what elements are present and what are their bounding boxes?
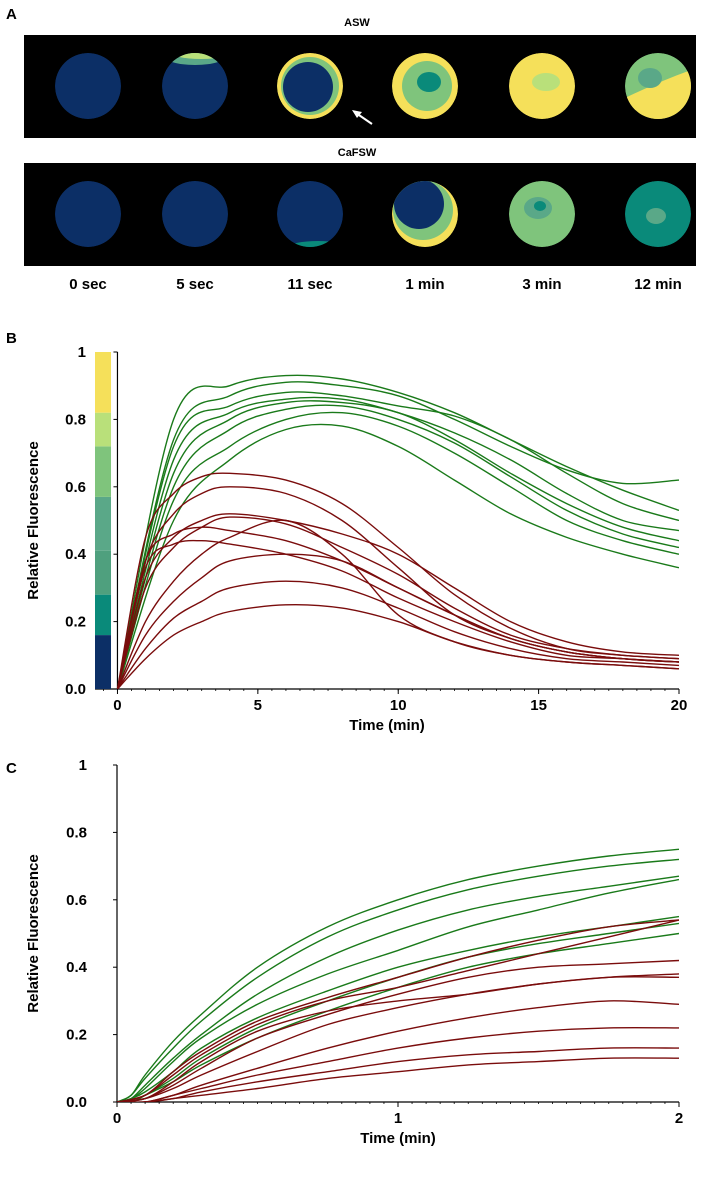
y-tick-label: 0.0 (65, 681, 86, 698)
cell-disc (55, 181, 121, 247)
x-tick-label: 5 (254, 697, 262, 714)
x-tick-label: 0 (113, 1110, 121, 1127)
color-scale-bar (95, 352, 111, 689)
series-line-cafsw (117, 513, 679, 689)
scale-segment (95, 446, 111, 497)
x-tick-label: 1 (394, 1110, 402, 1127)
y-axis-title: Relative Fluorescence (25, 441, 42, 599)
strip-title-0: ASW (344, 17, 370, 29)
y-tick-label: 0.2 (66, 1027, 87, 1044)
cell-disc (625, 53, 691, 119)
series-line-cafsw (117, 553, 679, 689)
cell-disc (277, 53, 343, 119)
y-tick-label: 0.8 (65, 411, 86, 428)
series-line-cafsw (117, 472, 679, 689)
panel-c-chart: 0 1 2 0.0 0.2 0.4 0.6 0.8 1 Time (min) Relative Fl… (25, 757, 683, 1147)
x-tick-label: 20 (671, 697, 688, 714)
series-line-cafsw (117, 919, 679, 1102)
x-tick-label: 0 (113, 697, 121, 714)
series-lines (117, 848, 679, 1102)
cell-disc (509, 53, 575, 119)
series-line-cafsw (117, 976, 679, 1102)
image-strip-background (24, 163, 696, 266)
strip-title-1: CaFSW (338, 147, 377, 159)
image-strip-background (24, 35, 696, 138)
x-axis-title: Time (min) (349, 717, 425, 734)
time-label: 3 min (522, 276, 561, 293)
y-tick-label: 1 (79, 757, 87, 774)
series-line-asw (117, 391, 679, 689)
x-tick-label: 2 (675, 1110, 683, 1127)
y-axis-title: Relative Fluorescence (25, 854, 42, 1012)
series-line-cafsw (117, 580, 679, 689)
cell-disc (55, 53, 121, 119)
y-tick-label: 0.4 (65, 546, 87, 563)
time-label: 1 min (405, 276, 444, 293)
series-line-asw (117, 875, 679, 1102)
series-line-asw (117, 400, 679, 689)
time-label: 0 sec (69, 276, 107, 293)
scale-segment (95, 550, 111, 595)
scale-segment (95, 635, 111, 689)
x-tick-label: 10 (390, 697, 407, 714)
scale-segment (95, 496, 111, 551)
series-line-cafsw (117, 919, 679, 1102)
scale-segment (95, 594, 111, 636)
series-line-cafsw (117, 603, 679, 689)
cell-disc (625, 181, 691, 247)
panel-b-letter: B (6, 330, 17, 347)
y-tick-label: 0.2 (65, 614, 86, 631)
cell-disc (162, 181, 228, 247)
time-label: 5 sec (176, 276, 214, 293)
series-line-cafsw (117, 516, 679, 689)
y-tick-label: 0.0 (66, 1094, 87, 1111)
series-line-asw (117, 404, 679, 689)
panel-c-letter: C (6, 760, 17, 777)
scale-segment (95, 412, 111, 447)
y-tick-label: 0.6 (66, 892, 87, 909)
series-line-asw (117, 848, 679, 1102)
series-line-asw (117, 411, 679, 689)
scale-segment (95, 352, 111, 413)
series-line-cafsw (117, 973, 679, 1102)
series-lines (117, 374, 679, 689)
y-tick-label: 0.8 (66, 824, 87, 841)
cell-disc (392, 181, 458, 247)
cell-disc (392, 53, 458, 119)
series-line-asw (117, 381, 679, 689)
time-label: 12 min (634, 276, 682, 293)
series-line-cafsw (117, 1026, 679, 1102)
panel-a-image-strips: ASW CaFSW 0 sec 5 sec 11 sec 1 min 3 min 12 min (24, 17, 696, 293)
time-label: 11 sec (287, 276, 332, 293)
x-tick-label: 15 (530, 697, 547, 714)
series-line-asw (117, 915, 679, 1102)
panel-a-letter: A (6, 6, 17, 23)
arrow-head-icon (352, 110, 362, 118)
y-tick-label: 1 (78, 344, 86, 361)
cell-disc (509, 181, 575, 247)
series-line-asw (117, 858, 679, 1102)
series-line-asw (117, 878, 679, 1102)
series-line-asw (117, 396, 679, 689)
y-tick-label: 0.4 (66, 959, 88, 976)
series-line-asw (117, 374, 679, 689)
y-tick-label: 0.6 (65, 479, 86, 496)
series-line-cafsw (117, 539, 679, 689)
series-line-cafsw (117, 1057, 679, 1102)
x-axis-title: Time (min) (360, 1130, 436, 1147)
series-line-asw (117, 932, 679, 1102)
panel-b-chart: 0 5 10 15 20 0.0 0.2 0.4 0.6 0.8 1 Time (min) Relati… (25, 344, 687, 734)
series-line-cafsw (117, 959, 679, 1102)
